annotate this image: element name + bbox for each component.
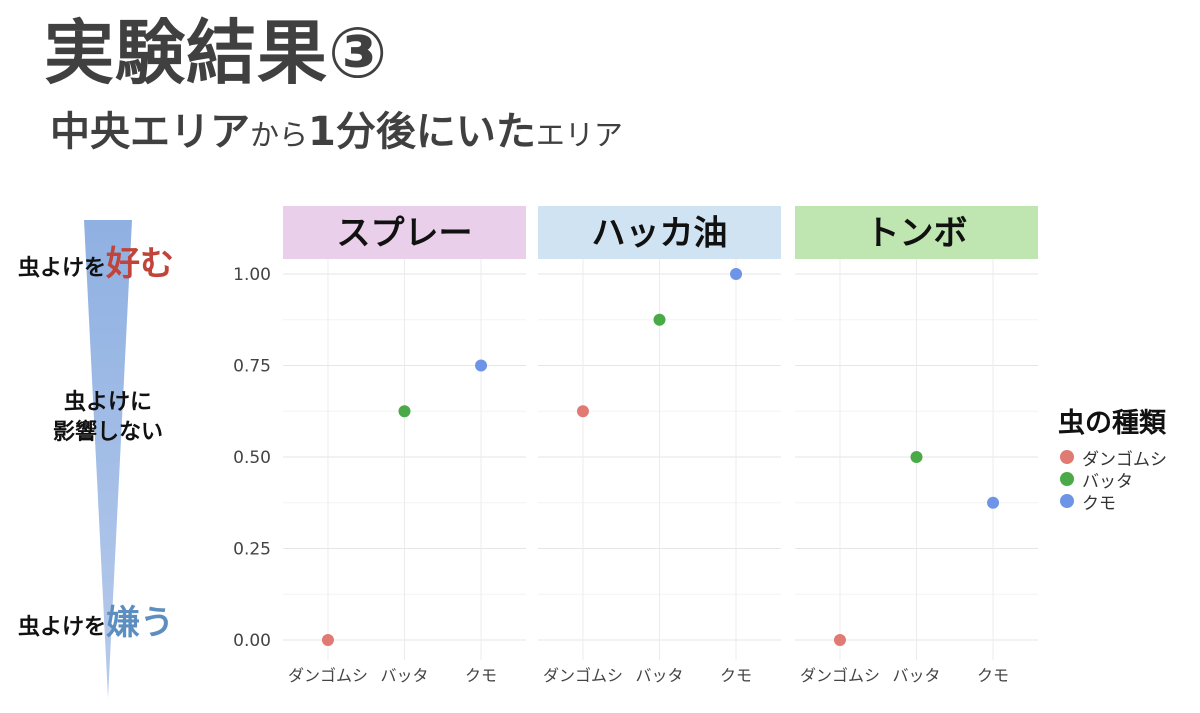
subtitle-part-3: 1分後にいた — [308, 109, 536, 155]
scale-label-neutral-line1: 虫よけに — [63, 390, 152, 415]
scale-label-prefer-text: 虫よけを — [18, 256, 107, 281]
x-tick-label: ダンゴムシ — [800, 666, 880, 685]
legend-label: ダンゴムシ — [1082, 449, 1167, 470]
x-tick-label: クモ — [977, 666, 1009, 685]
x-tick-label: クモ — [465, 666, 497, 685]
legend-item-batta: バッタ — [1058, 468, 1167, 492]
y-tick-label: 1.00 — [233, 265, 271, 285]
x-tick-label: バッタ — [892, 666, 940, 685]
scale-label-dislike-text: 虫よけを — [18, 615, 107, 640]
y-tick-label: 0.25 — [233, 540, 271, 560]
legend-label: クモ — [1082, 493, 1116, 514]
legend-label: バッタ — [1082, 471, 1133, 492]
facet-strip-label: スプレー — [337, 214, 473, 254]
data-point-dangomushi — [833, 634, 846, 646]
subtitle-part-4: エリア — [535, 118, 623, 152]
scale-label-dislike-emph: 嫌う — [106, 603, 175, 643]
x-tick-label: ダンゴムシ — [543, 666, 623, 685]
scale-label-prefer: 虫よけを好む — [18, 242, 174, 288]
x-tick-label: バッタ — [635, 666, 683, 685]
y-tick-label: 0.00 — [233, 631, 271, 651]
data-point-batta — [910, 451, 923, 463]
data-point-kumo — [475, 359, 488, 372]
data-point-batta — [398, 405, 411, 418]
page-subtitle: 中央エリアから1分後にいたエリア — [50, 112, 623, 152]
scale-label-prefer-emph: 好む — [106, 244, 175, 284]
legend-item-kumo: クモ — [1058, 490, 1167, 514]
legend-dot-icon — [1060, 450, 1074, 464]
data-point-dangomushi — [321, 634, 334, 646]
page-title: 実験結果③ — [44, 12, 389, 94]
y-tick-label: 0.50 — [233, 448, 271, 468]
facet-strip-3 — [795, 206, 1038, 259]
preference-scale-wedge — [84, 220, 132, 698]
data-point-dangomushi — [576, 405, 589, 418]
legend: 虫の種類 ダンゴムシ バッタ クモ — [1058, 401, 1167, 514]
legend-title: 虫の種類 — [1058, 408, 1166, 439]
data-point-batta — [653, 313, 666, 326]
facet-strip-label: トンボ — [866, 214, 968, 254]
subtitle-part-1: 中央エリア — [50, 109, 250, 155]
subtitle-part-2: から — [250, 118, 309, 152]
y-tick-label: 0.75 — [233, 357, 271, 377]
facet-strip-2 — [538, 206, 781, 259]
scale-label-neutral: 虫よけに 影響しない — [36, 388, 180, 447]
scale-label-dislike: 虫よけを嫌う — [18, 601, 174, 647]
facet-strip-label: ハッカ油 — [592, 214, 728, 254]
x-tick-label: バッタ — [380, 666, 428, 685]
data-point-kumo — [987, 496, 1000, 509]
legend-dot-icon — [1060, 472, 1074, 486]
x-tick-label: ダンゴムシ — [288, 666, 368, 685]
facet-strip-1 — [283, 206, 526, 259]
legend-item-dangomushi: ダンゴムシ — [1058, 446, 1167, 470]
data-point-kumo — [730, 268, 743, 280]
legend-dot-icon — [1060, 494, 1074, 508]
scale-label-neutral-line2: 影響しない — [52, 419, 163, 445]
x-tick-label: クモ — [720, 666, 752, 685]
